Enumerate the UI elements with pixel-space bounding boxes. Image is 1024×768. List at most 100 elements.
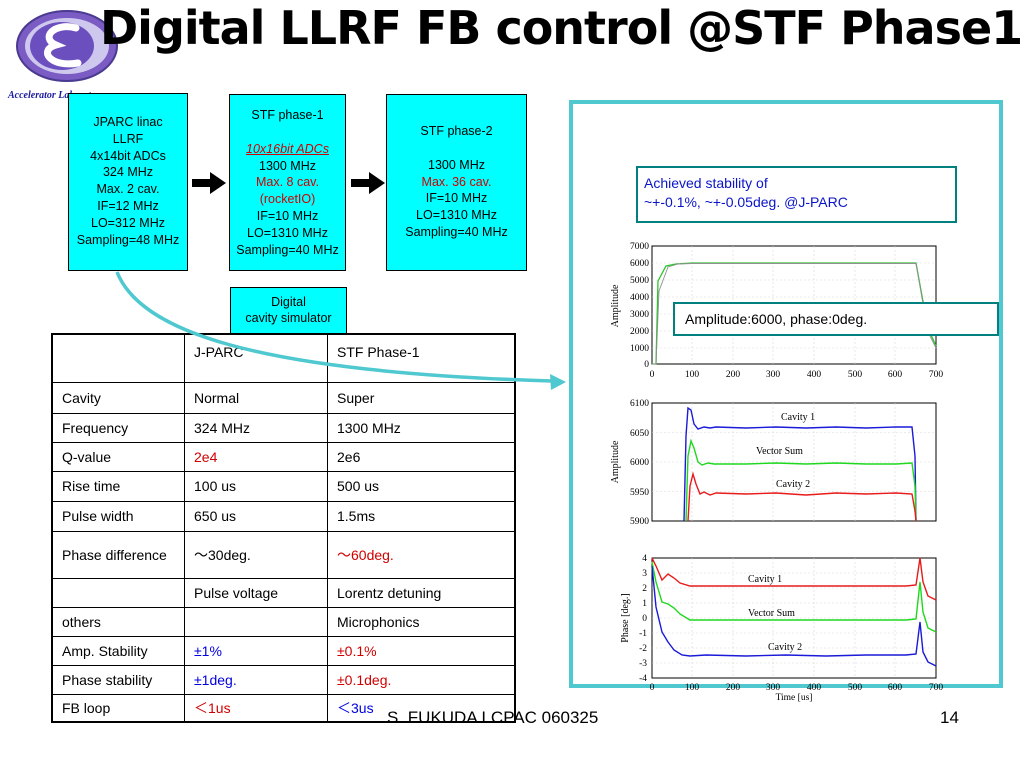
y-tick-label: 3000 — [630, 310, 649, 320]
amplitude-zoom-plot: Cavity 1 Vector Sum Cavity 2 6100 6050 6… — [610, 399, 937, 527]
y-tick-label: 6100 — [630, 399, 649, 409]
x-tick-label: 100 — [685, 683, 700, 693]
block-line: Sampling=40 MHz — [236, 242, 339, 257]
table-cell: Rise time — [51, 470, 185, 502]
x-tick-label: 600 — [888, 370, 903, 380]
block-line: 324 MHz — [102, 165, 154, 180]
table-row: others Microphonics — [51, 606, 516, 637]
jparc-llrf-block: JPARC linac LLRF 4x14bit ADCs 324 MHz Ma… — [68, 93, 188, 271]
x-tick-label: 200 — [726, 683, 741, 693]
y-tick-label: 1 — [642, 599, 647, 609]
x-tick-label: 700 — [929, 683, 944, 693]
series-label: Vector Sum — [756, 446, 803, 457]
table-cell: 100 us — [184, 470, 328, 502]
table-cell: ～60deg. — [327, 530, 516, 579]
right-arrow-icon — [192, 172, 226, 194]
y-tick-label: -3 — [639, 659, 647, 669]
block-line: (rocketIO) — [259, 192, 316, 207]
table-row: Cavity Normal Super — [51, 381, 516, 414]
table-cell: ＜1us — [184, 693, 328, 723]
table-cell — [184, 606, 328, 637]
table-cell: 2e6 — [327, 441, 516, 472]
y-tick-label: -1 — [639, 629, 647, 639]
table-cell: Phase stability — [51, 664, 185, 695]
table-cell: 500 us — [327, 470, 516, 502]
table-row: Amp. Stability ±1% ±0.1% — [51, 635, 516, 666]
table-row: Rise time 100 us 500 us — [51, 470, 516, 502]
table-row: Phase stability ±1deg. ±0.1deg. — [51, 664, 516, 695]
table-cell: 1.5ms — [327, 500, 516, 532]
table-header-row: J-PARC STF Phase-1 — [51, 333, 516, 383]
y-tick-label: 6000 — [630, 458, 649, 468]
y-tick-label: 0 — [642, 614, 647, 624]
x-tick-label: 400 — [807, 370, 822, 380]
table-cell: STF Phase-1 — [327, 333, 516, 383]
kek-logo — [16, 10, 118, 82]
table-row: Pulse width 650 us 1.5ms — [51, 500, 516, 532]
table-row: FB loop ＜1us ＜3us — [51, 693, 516, 723]
series-label: Vector Sum — [748, 608, 795, 619]
amplitude-note: Amplitude:6000, phase:0deg. — [673, 302, 999, 336]
table-cell: FB loop — [51, 693, 185, 723]
table-cell: ±1% — [184, 635, 328, 666]
table-cell: Cavity — [51, 381, 185, 414]
y-tick-label: 3 — [642, 569, 647, 579]
table-cell: ±0.1% — [327, 635, 516, 666]
block-line: JPARC linac — [93, 115, 163, 129]
adc-spec: 10x16bit ADCs — [246, 141, 329, 156]
block-line: Sampling=48 MHz — [76, 232, 180, 247]
y-axis-label: Phase [deg.] — [620, 593, 631, 642]
block-line: LO=1310 MHz — [247, 225, 328, 240]
note-line: Achieved stability of — [644, 175, 768, 191]
table-cell: ±0.1deg. — [327, 664, 516, 695]
block-line: 1300 MHz — [428, 157, 485, 172]
y-tick-label: -2 — [639, 644, 647, 654]
block-line: Max. 36 cav. — [421, 174, 492, 189]
y-tick-label: 5900 — [630, 517, 649, 527]
x-tick-label: 300 — [766, 683, 781, 693]
table-cell — [51, 577, 185, 608]
y-tick-label: 6050 — [630, 429, 649, 439]
x-tick-label: 600 — [888, 683, 903, 693]
series-label: Cavity 1 — [748, 574, 782, 585]
stf-phase1-block: STF phase-1 10x16bit ADCs 1300 MHz Max. … — [229, 94, 346, 271]
series-label: Cavity 2 — [776, 479, 810, 490]
table-cell: 324 MHz — [184, 412, 328, 443]
y-tick-label: 5000 — [630, 276, 649, 286]
y-tick-label: 1000 — [630, 344, 649, 354]
x-tick-label: 0 — [650, 683, 655, 693]
x-axis-label: Time [us] — [776, 693, 813, 703]
block-line: Sampling=40 MHz — [405, 224, 508, 239]
block-line: LO=1310 MHz — [416, 208, 497, 223]
y-tick-label: 0 — [644, 360, 649, 370]
table-cell: ＜3us — [327, 693, 516, 723]
stf-phase2-block: STF phase-2 1300 MHz Max. 36 cav. IF=10 … — [386, 94, 527, 271]
y-tick-label: 5950 — [630, 488, 649, 498]
table-row: Q-value 2e4 2e6 — [51, 441, 516, 472]
table-cell: Pulse voltage — [184, 577, 328, 608]
x-tick-label: 700 — [929, 370, 944, 380]
block-line: Max. 2 cav. — [96, 182, 160, 197]
x-tick-label: 500 — [848, 370, 863, 380]
x-tick-label: 500 — [848, 683, 863, 693]
table-cell: ±1deg. — [184, 664, 328, 695]
block-line: IF=12 MHz — [97, 198, 159, 213]
table-cell: Microphonics — [327, 606, 516, 637]
x-tick-label: 200 — [726, 370, 741, 380]
y-tick-label: 7000 — [630, 242, 649, 252]
y-axis-label: Amplitude — [610, 284, 621, 327]
series-label: Cavity 1 — [781, 412, 815, 423]
table-cell: Amp. Stability — [51, 635, 185, 666]
table-cell: J-PARC — [184, 333, 328, 383]
phase-plot: Cavity 1 Vector Sum Cavity 2 4 3 2 1 0 -… — [620, 554, 944, 703]
table-cell: Lorentz detuning — [327, 577, 516, 608]
lab-name: Accelerator Laboratory — [8, 90, 105, 101]
block-heading: STF phase-2 — [420, 124, 493, 138]
table-cell: Frequency — [51, 412, 185, 443]
slide-title: Digital LLRF FB control @STF Phase1 — [100, 1, 1023, 55]
results-panel — [569, 100, 1003, 688]
x-tick-label: 400 — [807, 683, 822, 693]
block-heading: STF phase-1 — [251, 108, 324, 122]
series-label: Cavity 2 — [768, 642, 802, 653]
comparison-table: J-PARC STF Phase-1 Cavity Normal Super F… — [51, 333, 516, 723]
